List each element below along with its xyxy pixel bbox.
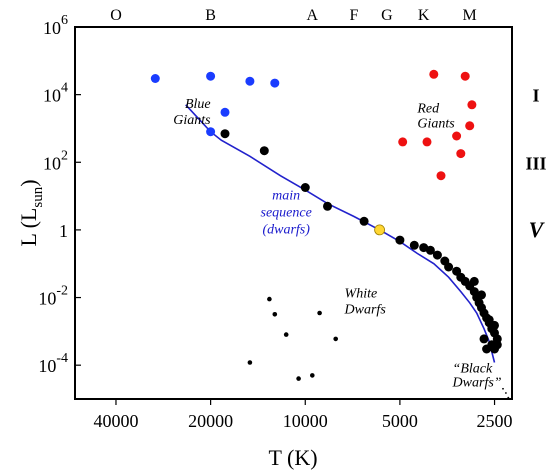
main-sequence-dwarfs-point [432, 250, 442, 260]
plot-frame [74, 26, 513, 400]
white-dwarfs-point [272, 312, 278, 317]
annotation-black: “Black Dwarfs” [452, 362, 502, 391]
white-dwarfs-point [267, 296, 272, 302]
main-sequence-dwarfs-point [484, 315, 494, 325]
white-dwarfs-point [317, 310, 322, 316]
luminosity-class-label: V [529, 217, 546, 242]
main-sequence-dwarfs-point [259, 146, 269, 156]
red-giants-point [398, 137, 408, 147]
blue-giants-point [220, 107, 230, 117]
luminosity-class-label: III [525, 153, 546, 173]
y-tick-label: 10-4 [38, 351, 68, 376]
main-sequence-dwarfs-point [300, 183, 310, 192]
y-tick-label: 1 [59, 221, 68, 241]
spectral-class-label: M [463, 7, 477, 24]
y-axis-title: L (Lsun) [16, 179, 46, 246]
blue-giants-point [206, 127, 216, 137]
red-giants-point [456, 149, 466, 159]
blue-giants-point [150, 74, 160, 83]
main-sequence-line [185, 104, 496, 363]
white-dwarfs-point [310, 373, 315, 378]
white-dwarfs-point [247, 360, 253, 365]
y-tick-label: 106 [43, 13, 68, 38]
red-giants-point [436, 171, 446, 181]
main-sequence-dwarfs-point [359, 216, 369, 226]
main-sequence-dwarfs-point [477, 290, 486, 300]
blue-giants-point [206, 71, 216, 81]
sun-point [374, 224, 386, 236]
main-sequence-dwarfs-point [220, 129, 230, 139]
main-sequence-dwarfs-point [323, 201, 332, 211]
luminosity-class-label: I [532, 86, 539, 106]
red-giants-point [467, 100, 477, 110]
red-giants-point [452, 131, 462, 141]
blue-giants-point [245, 76, 255, 86]
main-sequence-dwarfs-point [479, 334, 489, 344]
main-sequence-dwarfs-point [425, 245, 435, 255]
main-sequence-curve-group [185, 104, 496, 363]
main-sequence-dwarfs-point [469, 276, 479, 286]
main-sequence-dwarfs-point [492, 340, 502, 350]
x-ticks-group: 40000 20000 10000 5000 2500 [93, 399, 513, 431]
white-dwarfs-point [296, 376, 301, 381]
x-axis-title: T (K) [268, 445, 317, 470]
white-dwarfs-point [333, 336, 339, 342]
svg-text:L (Lsun): L (Lsun) [16, 179, 46, 246]
y-axis-title-sub: sun [30, 186, 46, 207]
y-tick-label: 10-2 [38, 284, 68, 309]
spectral-class-label: B [205, 7, 216, 24]
red-giants-point [465, 121, 475, 131]
y-axis-title-main: L (L [16, 208, 41, 247]
white-dwarfs-point [283, 332, 289, 337]
spectral-class-label: A [306, 7, 318, 24]
annotation-ms: main sequence (dwarfs) [261, 188, 312, 237]
spectral-class-label: O [110, 7, 122, 24]
spectral-class-label: G [381, 7, 393, 24]
red-giants-point [422, 137, 432, 147]
black-dwarfs-point [505, 392, 507, 394]
main-sequence-dwarfs-point [490, 320, 499, 330]
annotation-red: Red Giants [416, 101, 455, 131]
y-tick-label: 104 [43, 81, 68, 106]
main-sequence-dwarfs-point [395, 235, 405, 245]
blue-giants-point [270, 78, 280, 88]
y-ticks-group: 106 104 102 1 10-2 10-4 [38, 13, 81, 376]
annotation-white: White Dwarfs [344, 287, 387, 318]
spectral-class-label: F [350, 7, 359, 24]
annotations-group: Blue Giants Red Giants main sequence (dwarfs) W… [173, 97, 502, 391]
main-sequence-dwarfs-point [444, 262, 454, 272]
data-points-group [150, 69, 510, 399]
main-sequence-dwarfs-point [409, 240, 419, 250]
spectral-class-label: K [418, 7, 430, 24]
x-tick-label: 2500 [477, 411, 513, 431]
x-tick-label: 5000 [382, 411, 418, 431]
y-axis-title-close: ) [16, 179, 41, 186]
x-tick-label: 10000 [283, 411, 328, 431]
annotation-blue: Blue Giants [173, 97, 211, 128]
y-tick-label: 102 [43, 148, 68, 173]
red-giants-point [460, 71, 470, 81]
black-dwarfs-point [502, 387, 504, 390]
x-tick-label: 40000 [93, 411, 138, 431]
black-dwarfs-point [507, 396, 510, 399]
x-tick-label: 20000 [188, 411, 233, 431]
main-sequence-dwarfs-point [482, 344, 492, 354]
red-giants-point [429, 69, 439, 79]
